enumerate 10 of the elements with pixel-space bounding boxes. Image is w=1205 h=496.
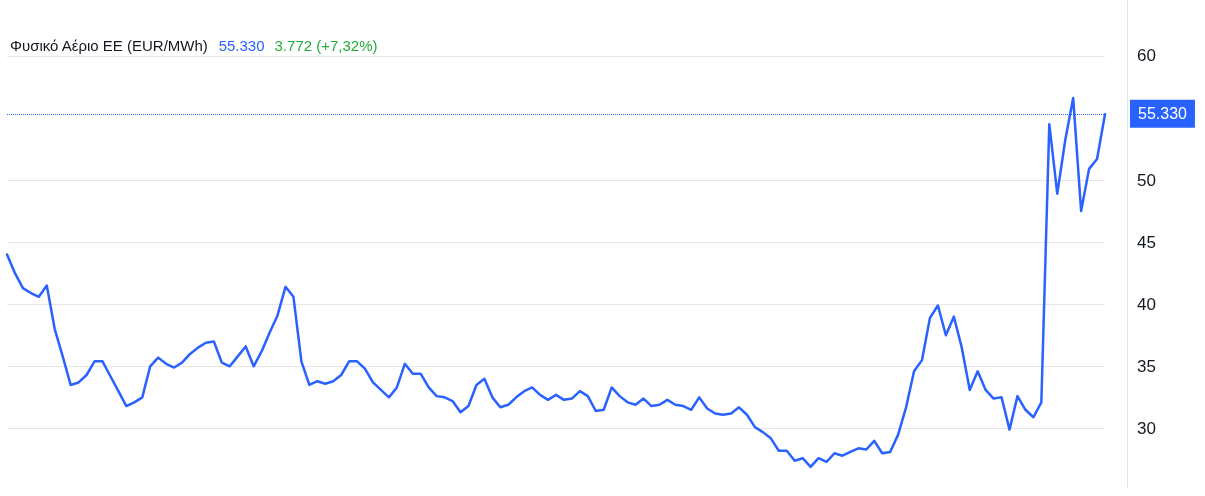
y-tick-label: 50 [1137,170,1156,190]
y-tick-label: 45 [1137,232,1156,252]
annotation: 55.330 [218,36,265,54]
y-tick-label: 60 [1137,46,1156,66]
ref-line-label: 55.330 [1138,105,1188,123]
annotation: 3.772 (+7,32%) [274,36,378,54]
y-tick-label: 35 [1137,356,1156,376]
text: Φυσικό Αέριο ΕΕ (EUR/MWh) [10,36,208,54]
y-tick-label: 40 [1137,294,1156,314]
y-tick-label: 30 [1137,418,1156,438]
